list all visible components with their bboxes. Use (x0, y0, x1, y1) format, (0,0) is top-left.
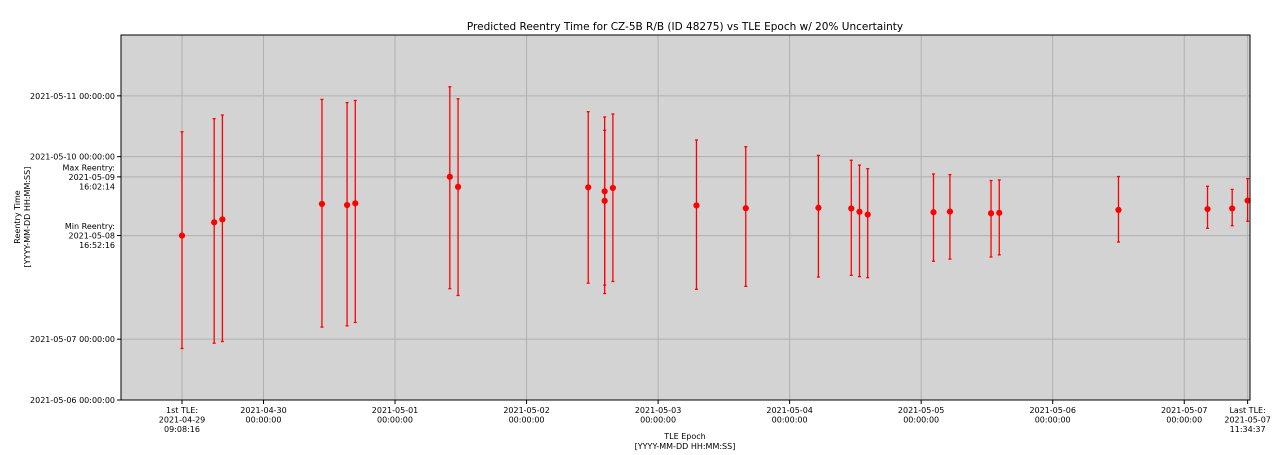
x-tick-label-line: 00:00:00 (640, 416, 676, 425)
x-tick-label-line: 2021-05-07 (1224, 416, 1271, 425)
data-point (446, 173, 453, 180)
y-tick-label-line: 16:52:16 (79, 241, 115, 250)
y-tick-label-line: 2021-05-08 (69, 232, 116, 241)
plot-area (121, 35, 1250, 400)
y-tick-label-line: 2021-05-06 00:00:00 (30, 396, 115, 405)
x-tick-label-line: 1st TLE: (166, 406, 198, 415)
x-tick-label-line: 2021-05-01 (372, 406, 419, 415)
y-tick-label-line: 2021-05-11 00:00:00 (30, 92, 115, 101)
data-point (1115, 206, 1122, 213)
y-tick-label-line: 2021-05-10 00:00:00 (30, 153, 115, 162)
x-tick-label-line: 00:00:00 (903, 416, 939, 425)
y-tick-label-line: 2021-05-07 00:00:00 (30, 335, 115, 344)
data-point (601, 197, 608, 204)
data-point (987, 210, 995, 217)
x-tick-label-line: 11:34:37 (1230, 425, 1266, 434)
x-axis-subtitle: [YYYY-MM-DD HH:MM:SS] (635, 442, 736, 451)
x-tick-label-line: 00:00:00 (772, 416, 808, 425)
data-point (930, 209, 937, 216)
data-point (352, 200, 359, 207)
x-tick-label: 2021-04-30 00:00:00 (240, 406, 287, 425)
data-point (343, 201, 351, 209)
data-point (1229, 205, 1236, 212)
x-tick-label: 2021-05-04 00:00:00 (766, 406, 813, 425)
data-point (815, 204, 822, 211)
x-tick-label-line: 00:00:00 (1166, 416, 1202, 425)
data-point (609, 184, 616, 192)
data-point (856, 208, 863, 215)
y-tick-label-line: Min Reentry: (65, 222, 115, 231)
y-tick-label: 2021-05-07 00:00:00 (30, 335, 115, 344)
x-tick-label-line: Last TLE: (1229, 406, 1265, 415)
y-axis-title: Reentry Time (13, 190, 22, 243)
x-tick-label: 2021-05-07 00:00:00 (1161, 406, 1208, 425)
x-tick-label-line: 09:08:16 (164, 425, 200, 434)
x-tick-label: 2021-05-06 00:00:00 (1029, 406, 1076, 425)
x-tick-label: Last TLE: 2021-05-07 11:34:37 (1224, 406, 1271, 434)
data-point (585, 184, 592, 191)
data-point (318, 200, 326, 208)
y-tick-label: Min Reentry: 2021-05-08 16:52:16 (65, 222, 115, 250)
data-point (211, 219, 218, 226)
data-point (219, 216, 226, 223)
x-tick-label-line: 2021-05-06 (1029, 406, 1076, 415)
y-tick-label: 2021-05-06 00:00:00 (30, 396, 115, 405)
x-tick-label-line: 2021-05-03 (635, 406, 682, 415)
x-tick-label: 1st TLE: 2021-04-29 09:08:16 (159, 406, 206, 434)
data-point (996, 209, 1003, 216)
y-tick-label-line: 16:02:14 (79, 182, 115, 191)
y-tick-label: 2021-05-11 00:00:00 (30, 92, 115, 101)
data-point (1244, 197, 1251, 204)
y-tick-label-line: 2021-05-09 (69, 173, 116, 182)
y-tick-label-line: Max Reentry: (63, 163, 115, 172)
plot-frame (120, 34, 1251, 401)
x-tick-label: 2021-05-03 00:00:00 (635, 406, 682, 425)
data-point (1204, 205, 1211, 213)
x-tick-label-line: 00:00:00 (377, 416, 413, 425)
data-point (848, 205, 855, 212)
x-tick-label-line: 00:00:00 (1035, 416, 1071, 425)
x-tick-label-line: 2021-05-05 (898, 406, 945, 415)
data-point (178, 232, 186, 239)
y-tick-label: Max Reentry: 2021-05-09 16:02:14 (63, 163, 115, 191)
data-series (178, 86, 1251, 350)
x-tick-label-line: 2021-05-07 (1161, 406, 1208, 415)
data-point (742, 205, 749, 212)
x-tick-label-line: 2021-05-02 (503, 406, 550, 415)
data-point (454, 183, 462, 190)
x-tick-label-line: 00:00:00 (246, 416, 282, 425)
x-tick-label: 2021-05-01 00:00:00 (372, 406, 419, 425)
data-point (693, 202, 700, 209)
chart-title: Predicted Reentry Time for CZ-5B R/B (ID… (467, 21, 903, 33)
x-tick-label-line: 2021-05-04 (766, 406, 813, 415)
y-tick-label: 2021-05-10 00:00:00 (30, 153, 115, 162)
y-axis-subtitle: [YYYY-MM-DD HH:MM:SS] (23, 167, 32, 268)
x-tick-label-line: 2021-04-30 (240, 406, 287, 415)
x-tick-label-line: 2021-04-29 (159, 416, 206, 425)
x-tick-label-line: 00:00:00 (509, 416, 545, 425)
data-point (946, 208, 954, 215)
x-tick-label: 2021-05-05 00:00:00 (898, 406, 945, 425)
data-point (864, 211, 871, 218)
x-axis-title: TLE Epoch (663, 432, 705, 441)
x-tick-label: 2021-05-02 00:00:00 (503, 406, 550, 425)
